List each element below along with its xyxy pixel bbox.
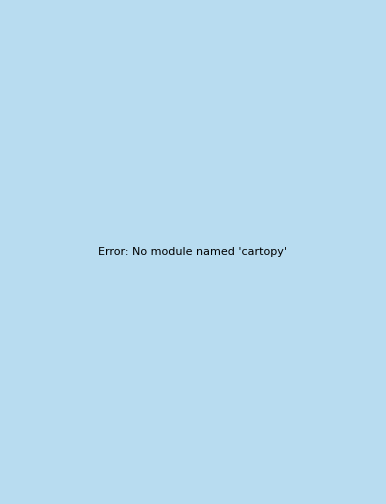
- Text: Error: No module named 'cartopy': Error: No module named 'cartopy': [98, 247, 288, 257]
